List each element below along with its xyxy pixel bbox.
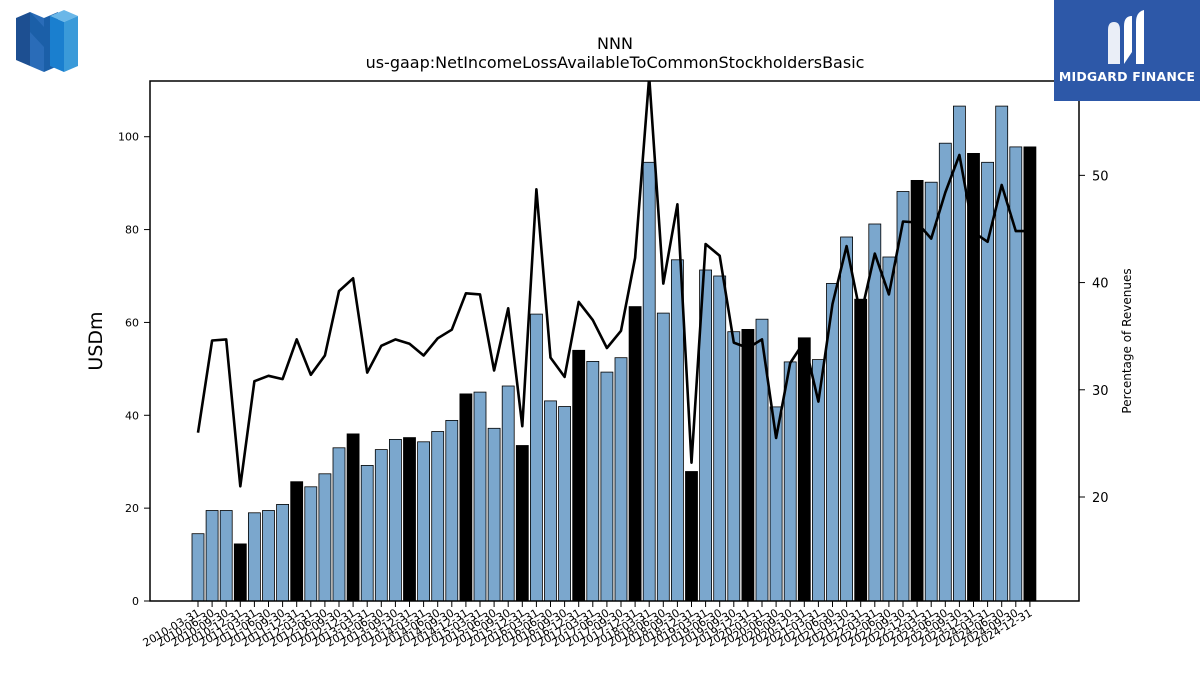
bar <box>572 349 586 602</box>
bar <box>388 438 402 602</box>
midgard-finance-logo: MIDGARD FINANCE <box>1054 0 1200 101</box>
y-tick-label: 20 <box>125 502 139 515</box>
bar <box>530 313 543 602</box>
bar <box>374 449 388 602</box>
y-tick-label: 40 <box>125 409 139 422</box>
bar <box>713 275 727 602</box>
bar <box>642 161 656 602</box>
bar <box>656 312 670 602</box>
bar <box>431 431 445 602</box>
bar <box>558 406 571 602</box>
bar <box>938 142 952 602</box>
percentage-line <box>196 81 1030 488</box>
nnn-logo-icon <box>14 6 82 80</box>
midgard-logo-text: MIDGARD FINANCE <box>1058 69 1196 84</box>
y2-tick-label: 30 <box>1092 384 1109 399</box>
bar <box>614 357 628 602</box>
x-axis-ticks: 2010-03-312010-06-302010-09-302010-12-31… <box>141 601 1034 650</box>
y2-tick-label: 50 <box>1092 169 1109 184</box>
bar <box>840 236 853 602</box>
bar <box>276 503 290 602</box>
bar <box>896 191 910 602</box>
bar <box>797 337 811 602</box>
bar <box>233 543 247 602</box>
bar <box>205 510 219 602</box>
bar <box>417 441 431 602</box>
y-tick-label: 100 <box>118 131 139 144</box>
bar <box>544 400 557 602</box>
bar-group <box>191 105 1037 602</box>
bar <box>868 223 882 602</box>
bar <box>741 328 755 602</box>
bar <box>290 481 304 602</box>
bar <box>910 179 924 602</box>
bar <box>304 486 318 602</box>
y2-tick-label: 40 <box>1092 277 1109 292</box>
bar <box>445 419 459 602</box>
y-tick-label: 60 <box>125 316 139 329</box>
y-tick-label: 80 <box>125 224 139 237</box>
bar <box>515 445 529 602</box>
chart-subtitle: us-gaap:NetIncomeLossAvailableToCommonSt… <box>366 53 865 72</box>
y2-tick-label: 20 <box>1092 491 1109 506</box>
bar <box>924 181 938 602</box>
bar <box>600 371 614 602</box>
y-tick-label: 0 <box>132 595 139 608</box>
bar <box>671 259 684 602</box>
bar <box>783 361 797 602</box>
bar <box>628 306 642 602</box>
bar <box>219 510 233 602</box>
bar <box>191 533 205 602</box>
bar <box>403 437 416 602</box>
bar <box>854 298 868 602</box>
plot-frame <box>149 80 1080 602</box>
left-axis-ticks: 0 20 40 60 80 100 <box>118 131 150 608</box>
percentage-line-group <box>196 81 1030 488</box>
bar <box>967 152 980 602</box>
bar <box>318 473 332 602</box>
y-axis-label: USDm <box>85 311 107 370</box>
bar <box>459 393 473 602</box>
y2-axis-label: Percentage of Revenues <box>1120 268 1134 413</box>
bar <box>501 385 515 602</box>
bar <box>247 512 261 602</box>
bar <box>685 471 698 602</box>
right-axis-ticks: 20 30 40 50 <box>1079 169 1109 506</box>
bar <box>1023 146 1037 602</box>
bar <box>882 256 896 602</box>
bar <box>586 360 600 602</box>
bar <box>346 433 360 602</box>
bar <box>727 331 741 602</box>
chart-title: NNN <box>597 34 633 53</box>
bar <box>473 391 487 602</box>
bar <box>332 447 346 602</box>
bar <box>360 464 374 602</box>
bar <box>262 510 275 602</box>
bar <box>487 427 501 602</box>
midgard-logo-icon <box>1108 10 1144 64</box>
bar <box>995 105 1009 602</box>
